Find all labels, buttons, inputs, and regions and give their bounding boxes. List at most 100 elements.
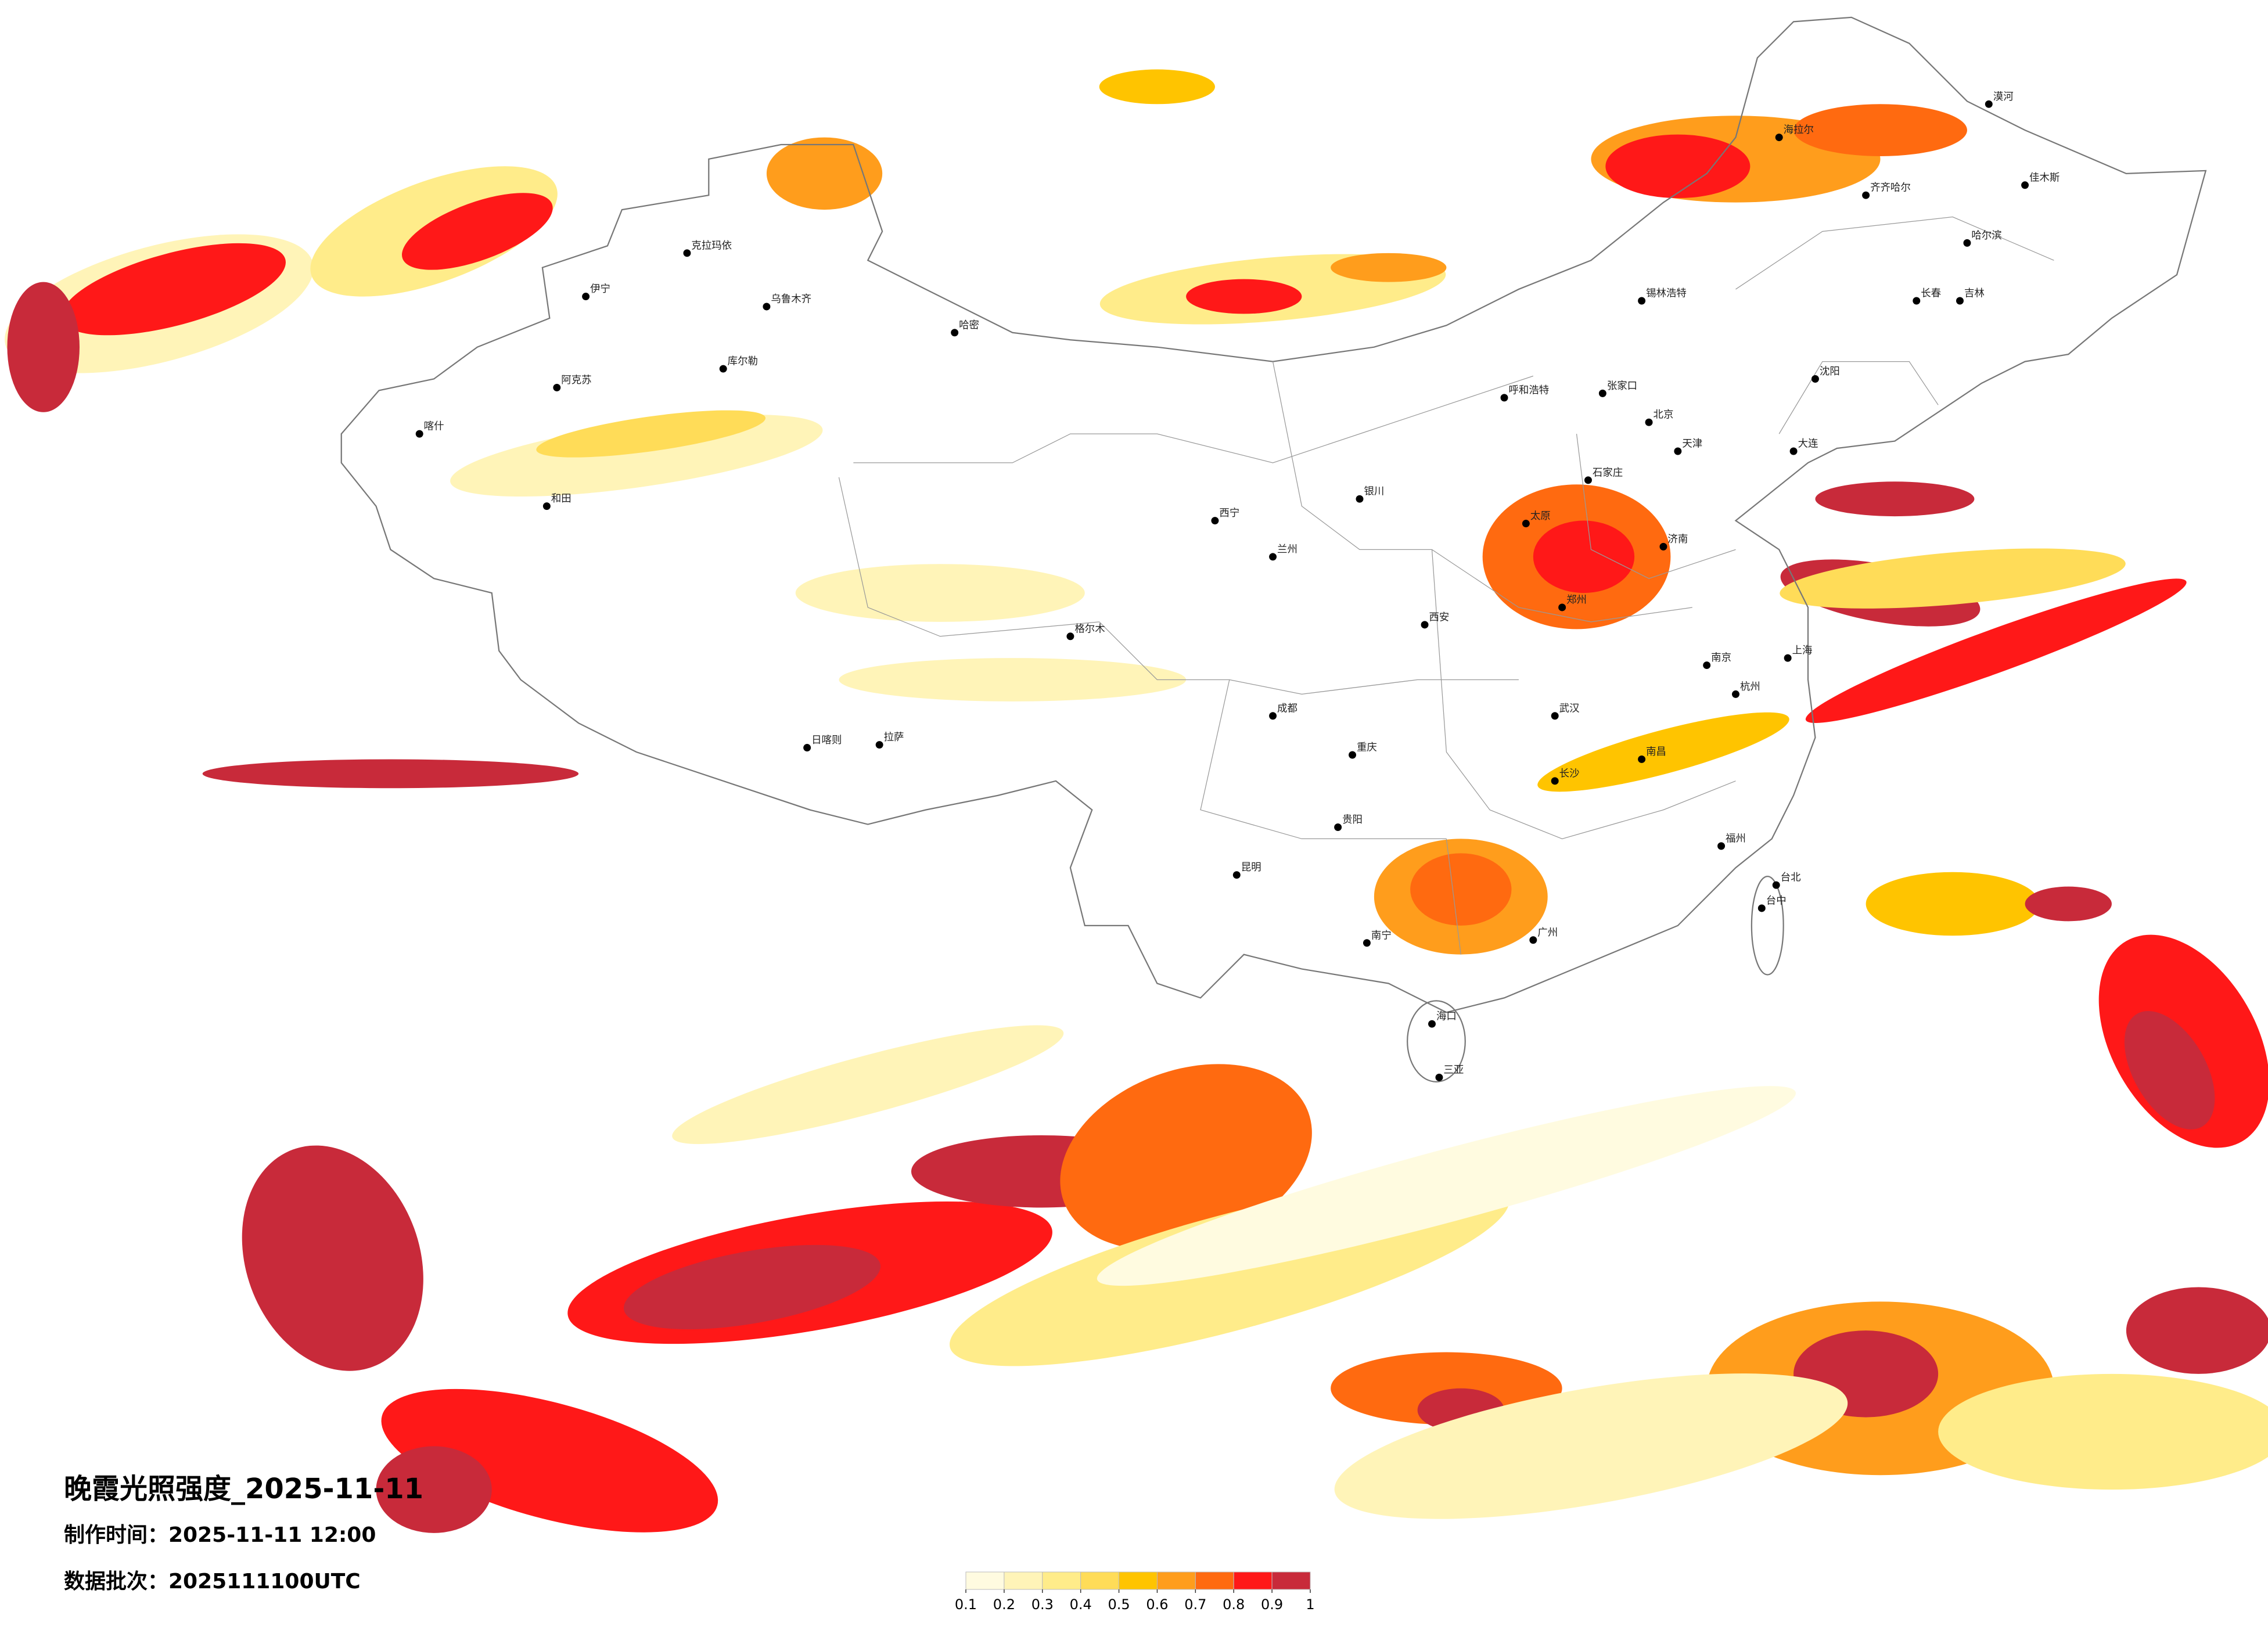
- colorbar-tick-label: 0.2: [993, 1596, 1015, 1613]
- glow-patch: [2124, 1010, 2215, 1129]
- hainan-outline: [1407, 1000, 1466, 1082]
- city-label: 台北: [1781, 872, 1801, 884]
- city-label: 克拉玛依: [691, 240, 732, 251]
- city-label: 哈密: [959, 319, 979, 331]
- colorbar-box: [1156, 1571, 1196, 1590]
- city-dot: [1558, 603, 1566, 611]
- city-dot: [1584, 476, 1592, 484]
- city-label: 长沙: [1559, 768, 1580, 779]
- city-dot: [1428, 1020, 1436, 1028]
- city-label: 兰州: [1277, 544, 1297, 555]
- city-label: 南宁: [1371, 930, 1392, 941]
- province-borders: [838, 216, 2054, 955]
- city-dot: [1638, 755, 1646, 763]
- city-dot: [1551, 777, 1559, 785]
- city-label: 太原: [1530, 510, 1551, 522]
- city-label: 贵阳: [1342, 814, 1363, 826]
- city-dot: [542, 502, 551, 510]
- city-dot: [1349, 751, 1356, 759]
- glow-patch: [1331, 253, 1447, 282]
- city-dot: [1732, 690, 1739, 698]
- glow-patch: [1533, 520, 1635, 593]
- glow-patch: [536, 410, 766, 458]
- colorbar-box: [1195, 1571, 1234, 1590]
- glow-patch: [7, 282, 80, 412]
- city-label: 海口: [1436, 1011, 1457, 1023]
- colorbar-box: [1004, 1571, 1043, 1590]
- city-dot: [1232, 871, 1241, 879]
- city-dot: [553, 383, 561, 391]
- colorbar-tick-label: 0.4: [1070, 1596, 1092, 1613]
- colorbar-tick-label: 0.8: [1223, 1596, 1245, 1613]
- city-dot: [1757, 904, 1766, 912]
- colorbar-tick-label: 0.5: [1108, 1596, 1130, 1613]
- city-label: 沈阳: [1820, 366, 1840, 377]
- colorbar-box: [1080, 1571, 1120, 1590]
- city-dot: [1638, 297, 1646, 305]
- colorbar-box: [1271, 1571, 1311, 1590]
- city-label: 杭州: [1740, 681, 1760, 693]
- city-label: 和田: [551, 493, 572, 505]
- city-label: 乌鲁木齐: [771, 293, 811, 305]
- city-label: 伊宁: [590, 283, 610, 295]
- city-dot: [1956, 297, 1964, 305]
- city-label: 广州: [1537, 927, 1558, 938]
- city-label: 漠河: [1993, 91, 2014, 103]
- glow-patch: [401, 193, 553, 270]
- city-label: 福州: [1726, 833, 1746, 844]
- colorbar-box: [1042, 1571, 1081, 1590]
- city-label: 海拉尔: [1784, 124, 1814, 136]
- glow-patch: [2126, 1287, 2268, 1374]
- city-label: 台中: [1766, 895, 1787, 907]
- city-label: 阿克苏: [561, 375, 591, 386]
- city-label: 天津: [1682, 438, 1702, 450]
- glow-patch: [624, 1244, 881, 1330]
- map-title: 晚霞光照强度_2025-11-11: [64, 1473, 423, 1505]
- glow-patch: [242, 1145, 423, 1371]
- glow-patch: [376, 1446, 492, 1533]
- taiwan-outline: [1751, 876, 1784, 976]
- city-dot: [1598, 389, 1606, 397]
- city-dot: [1529, 936, 1537, 944]
- city-label: 重庆: [1357, 742, 1377, 754]
- glow-patch: [450, 414, 823, 497]
- glow-patch: [1099, 69, 1215, 105]
- city-dot: [683, 249, 691, 257]
- city-dot: [1913, 297, 1921, 305]
- glow-patch: [839, 658, 1187, 702]
- city-label: 北京: [1654, 409, 1674, 421]
- city-label: 张家口: [1607, 380, 1637, 392]
- city-dot: [1066, 632, 1074, 641]
- city-dot: [2021, 181, 2029, 189]
- colorbar-tick-label: 0.3: [1031, 1596, 1054, 1613]
- city-label: 格尔木: [1074, 623, 1105, 635]
- city-label: 吉林: [1964, 288, 1985, 300]
- city-label: 齐齐哈尔: [1870, 182, 1911, 194]
- city-dot: [1435, 1073, 1443, 1081]
- city-dot: [1862, 191, 1870, 199]
- city-dot: [1269, 553, 1277, 561]
- city-label: 拉萨: [884, 732, 904, 743]
- city-dot: [1811, 375, 1819, 383]
- colorbar-tick-label: 1: [1306, 1596, 1314, 1613]
- city-dot: [582, 293, 590, 301]
- city-label: 呼和浩特: [1508, 384, 1549, 396]
- city-dot: [1772, 881, 1780, 889]
- city-label: 石家庄: [1593, 467, 1623, 479]
- glow-patch: [1793, 104, 1967, 156]
- city-label: 成都: [1277, 703, 1297, 714]
- glow-patch: [1780, 548, 2126, 609]
- glow-patch: [61, 243, 286, 336]
- colorbar-tick-label: 0.9: [1261, 1596, 1283, 1613]
- glow-patch: [381, 1388, 718, 1533]
- city-label: 佳木斯: [2029, 172, 2059, 184]
- city-dot: [803, 744, 811, 752]
- city-dot: [1334, 823, 1342, 831]
- country-outline: [340, 16, 2207, 1013]
- glow-patch: [1060, 1064, 1312, 1250]
- city-dot: [719, 365, 727, 373]
- city-dot: [1522, 520, 1530, 527]
